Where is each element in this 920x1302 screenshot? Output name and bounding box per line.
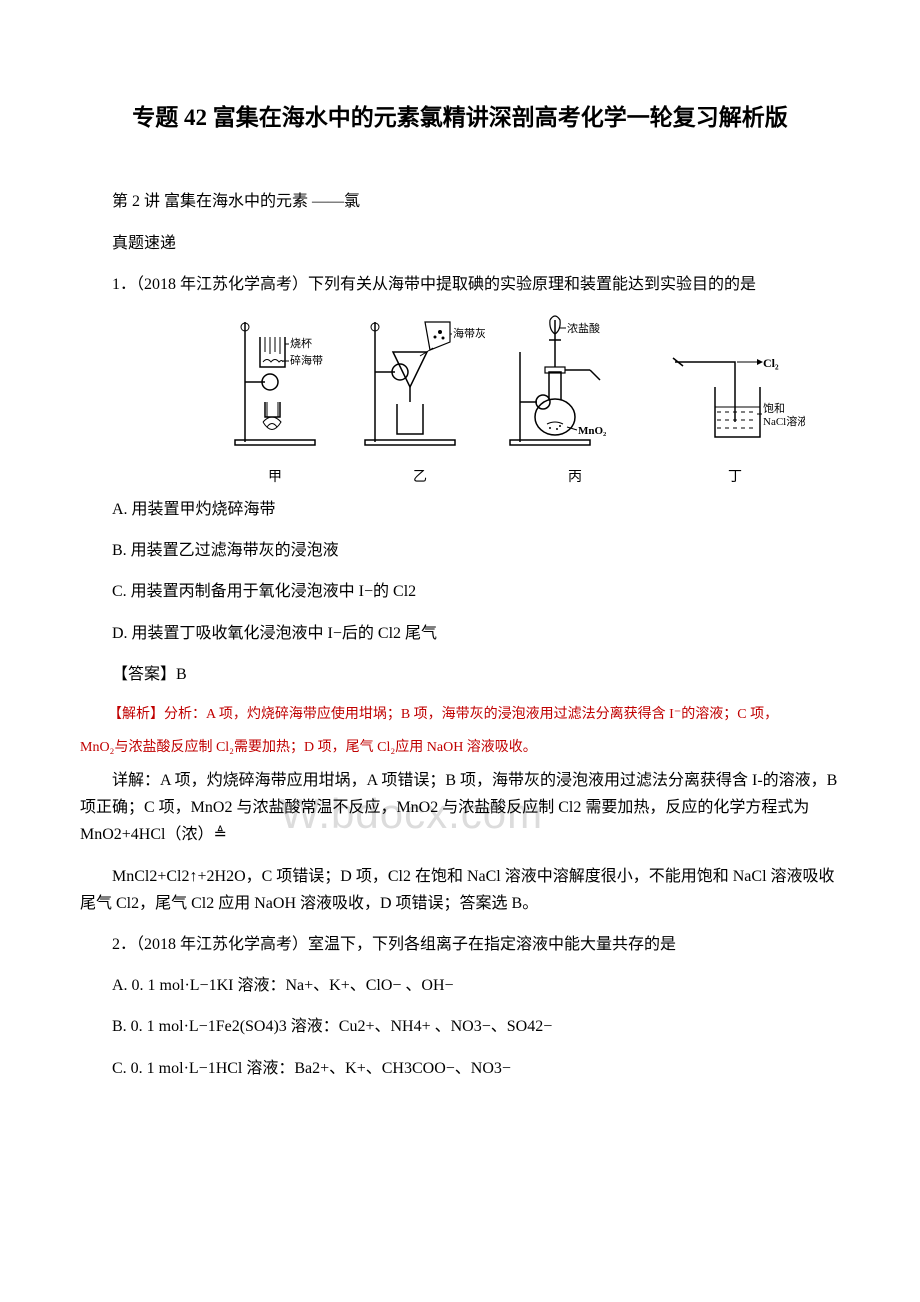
apparatus-1-svg: 烧杯 碎海带 [215,312,335,462]
apparatus-3-svg: 浓盐酸 MnO₂ [505,312,645,462]
q1-option-a: A. 用装置甲灼烧碎海带 [80,496,840,523]
apparatus-diagram: 烧杯 碎海带 甲 海带灰 乙 [180,312,840,486]
q2-option-a: A. 0. 1 mol·L−1KI 溶液：Na+、K+、ClO− 、OH− [80,972,840,999]
q1-detail-1: 详解：A 项，灼烧碎海带应用坩埚，A 项错误；B 项，海带灰的浸泡液用过滤法分离… [80,767,840,849]
section-heading-1: 第 2 讲 富集在海水中的元素 ——氯 [80,187,840,211]
q1-option-b: B. 用装置乙过滤海带灰的浸泡液 [80,537,840,564]
label-beaker: 烧杯 [290,336,312,350]
diagram-label-4: 丁 [728,466,742,486]
label-mno2: MnO₂ [578,425,607,437]
q2-option-c: C. 0. 1 mol·L−1HCl 溶液：Ba2+、K+、CH3COO−、NO… [80,1055,840,1082]
diagram-label-2: 乙 [413,466,427,486]
label-nacl-2: NaCl溶液 [763,414,805,428]
diagram-item-4: Cl₂ 饱和 NaCl溶液 丁 [665,312,805,486]
section-heading-2: 真题速递 [80,229,840,253]
diagram-label-3: 丙 [568,466,582,486]
q1-option-d: D. 用装置丁吸收氧化浸泡液中 I−后的 Cl2 尾气 [80,620,840,647]
q2-option-b: B. 0. 1 mol·L−1Fe2(SO4)3 溶液：Cu2+、NH4+ 、N… [80,1013,840,1040]
label-hcl: 浓盐酸 [567,321,600,335]
question-1-stem: 1．（2018 年江苏化学高考）下列有关从海带中提取碘的实验原理和装置能达到实验… [80,271,840,298]
label-cl2: Cl₂ [763,356,779,370]
apparatus-2-svg: 海带灰 [355,312,485,462]
apparatus-4-svg: Cl₂ 饱和 NaCl溶液 [665,312,805,462]
label-nacl-1: 饱和 [763,401,785,415]
q1-analysis-1: 【解析】分析：A 项，灼烧碎海带应使用坩埚；B 项，海带灰的浸泡液用过滤法分离获… [80,702,840,729]
diagram-label-1: 甲 [268,466,282,486]
q1-answer: 【答案】B [80,661,840,688]
q1-option-c: C. 用装置丙制备用于氧化浸泡液中 I−的 Cl2 [80,578,840,605]
q1-detail-2: MnCl2+Cl2↑+2H2O，C 项错误；D 项，Cl2 在饱和 NaCl 溶… [80,863,840,917]
diagram-item-2: 海带灰 乙 [355,312,485,486]
label-seaweed: 碎海带 [290,353,323,367]
main-title: 专题 42 富集在海水中的元素氯精讲深剖高考化学一轮复习解析版 [80,100,840,137]
diagram-item-3: 浓盐酸 MnO₂ 丙 [505,312,645,486]
question-2-stem: 2．（2018 年江苏化学高考）室温下，下列各组离子在指定溶液中能大量共存的是 [80,931,840,958]
q1-analysis-2: MnO₂与浓盐酸反应制 Cl₂需要加热；D 项，尾气 Cl₂应用 NaOH 溶液… [80,735,840,762]
label-ash: 海带灰 [453,326,485,340]
diagram-item-1: 烧杯 碎海带 甲 [215,312,335,486]
